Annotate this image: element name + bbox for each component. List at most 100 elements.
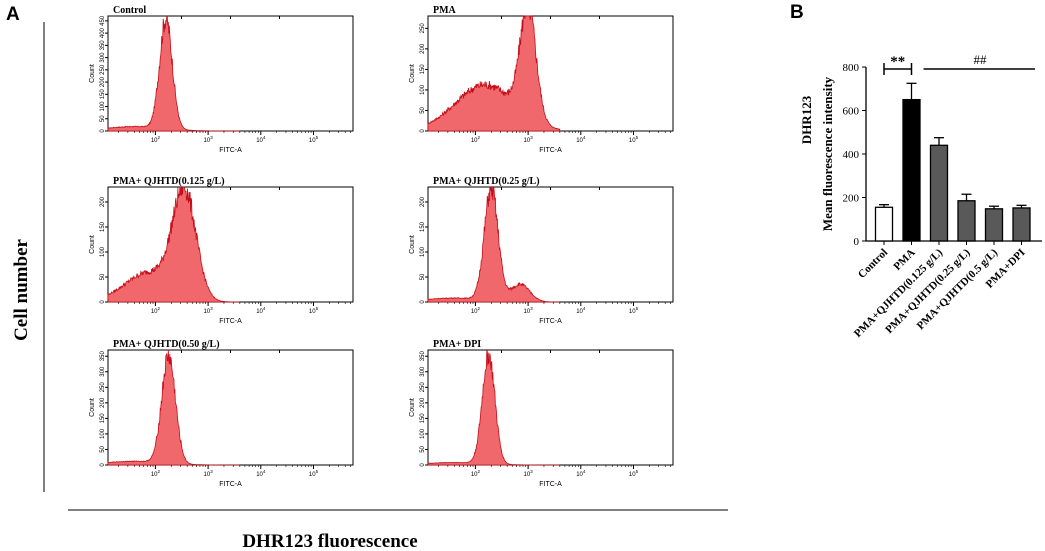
y-tick-label: 250 (420, 23, 426, 34)
y-tick-label: 100 (100, 428, 106, 439)
y-tick-label: 200 (420, 196, 426, 207)
y-tick-label: 100 (420, 246, 426, 257)
bar (902, 98, 921, 242)
histogram-title: Control (113, 5, 146, 16)
x-tick-label: 104 (576, 469, 586, 478)
y-tick-label: 100 (100, 246, 106, 257)
y-tick-label: 350 (100, 351, 106, 362)
y-tick-label: 100 (420, 84, 426, 95)
bar (984, 208, 1004, 242)
panel-label-a: A (6, 4, 20, 25)
x-tick-label: 105 (629, 469, 639, 478)
histogram-title: PMA+ QJHTD(0.50 g/L) (113, 339, 220, 350)
histogram-curve (427, 15, 561, 132)
bar-y-tick-label: 400 (843, 149, 860, 161)
x-tick-label: 105 (309, 135, 319, 144)
bar-y-tick-label: 800 (843, 62, 860, 74)
x-tick-label: 102 (471, 135, 481, 144)
y-tick-label: 150 (420, 221, 426, 232)
y-tick-label: 150 (100, 221, 106, 232)
y-tick-label: 200 (100, 196, 106, 207)
y-tick-label: 100 (420, 428, 426, 439)
y-tick-label: 250 (100, 64, 106, 75)
histogram-panel: PMA+ QJHTD(0.25 g/L) 0 50 100 150 200 Count 102… (409, 176, 674, 325)
y-tick-label: 300 (100, 52, 106, 63)
x-tick-label: 102 (151, 469, 161, 478)
x-tick-label: 104 (256, 135, 266, 144)
x-tick-label: 102 (151, 135, 161, 144)
histogram-y-label: Count (89, 398, 96, 417)
x-tick-label: 102 (471, 469, 481, 478)
y-tick-label: 200 (100, 397, 106, 408)
bar-y-tick-label: 0 (854, 236, 860, 248)
y-tick-label: 200 (420, 43, 426, 54)
histogram-frame (427, 349, 674, 466)
x-tick-label: 105 (629, 135, 639, 144)
x-tick-label: 103 (204, 135, 214, 144)
histogram-curve (427, 349, 560, 466)
bar (957, 200, 976, 242)
y-tick-label: 200 (100, 76, 106, 87)
y-tick-label: 250 (100, 382, 106, 393)
y-tick-label: 50 (420, 273, 426, 280)
x-tick-label: 102 (151, 306, 161, 315)
histogram-x-label: FITC-A (539, 318, 562, 325)
y-tick-label: 400 (100, 27, 106, 38)
y-tick-label: 0 (100, 300, 106, 304)
histogram-panel: PMA+ QJHTD(0.50 g/L) 0 50 100 150 200 250 300 35… (89, 339, 354, 488)
x-tick-label: 105 (309, 469, 319, 478)
histogram-x-label: FITC-A (219, 147, 242, 154)
y-tick-label: 0 (420, 463, 426, 467)
bar (1012, 207, 1031, 242)
histogram-curve (107, 349, 240, 466)
y-tick-label: 450 (100, 15, 106, 26)
histogram-panel: PMA+ QJHTD(0.125 g/L) 0 50 100 150 200 Count 10… (89, 176, 354, 325)
y-tick-label: 0 (100, 129, 106, 133)
histogram-x-label: FITC-A (219, 481, 242, 488)
histogram-x-label: FITC-A (539, 481, 562, 488)
significance-marker-hash: ## (974, 52, 988, 67)
y-tick-label: 250 (420, 382, 426, 393)
histogram-y-label: Count (89, 64, 96, 83)
histogram-curve (107, 186, 240, 303)
x-tick-label: 103 (524, 135, 534, 144)
x-tick-label: 103 (524, 306, 534, 315)
histogram-curve (427, 185, 560, 303)
histogram-x-label: FITC-A (539, 147, 562, 154)
x-tick-label: 104 (576, 306, 586, 315)
histogram-frame (107, 15, 354, 132)
histogram-frame (427, 186, 674, 303)
y-tick-label: 0 (100, 463, 106, 467)
histogram-frame (107, 349, 354, 466)
x-tick-label: 103 (204, 306, 214, 315)
y-axis-label-cell-number: Cell number (11, 239, 32, 341)
x-tick-label: 104 (576, 135, 586, 144)
histogram-grid: Control050100150200250300350400450Count1… (89, 5, 674, 488)
x-tick-label: 104 (256, 469, 266, 478)
y-tick-label: 50 (420, 445, 426, 452)
x-tick-label: 105 (309, 306, 319, 315)
x-tick-label: 103 (524, 469, 534, 478)
bar-y-label: Mean fluorescence intensity (820, 76, 835, 231)
bar-chart-title: DHR123 (799, 95, 814, 144)
bar-category-label: Control (856, 247, 890, 281)
panel-label-b: B (790, 2, 804, 23)
histogram-x-label: FITC-A (219, 318, 242, 325)
bar (929, 144, 949, 242)
y-tick-label: 0 (420, 300, 426, 304)
histogram-y-label: Count (89, 235, 96, 254)
bar-chart-panel: 0 200 400 600 800 DHR123 Mean fluorescence int… (799, 52, 1042, 340)
x-tick-label: 103 (204, 469, 214, 478)
y-tick-label: 0 (420, 129, 426, 133)
y-tick-label: 150 (420, 413, 426, 424)
y-tick-label: 350 (100, 40, 106, 51)
y-tick-label: 50 (100, 273, 106, 280)
x-tick-label: 104 (256, 306, 266, 315)
y-tick-label: 300 (420, 366, 426, 377)
x-tick-label: 105 (629, 306, 639, 315)
x-axis-label-fluorescence: DHR123 fluorescence (242, 531, 417, 551)
histogram-y-label: Count (409, 64, 416, 83)
y-tick-label: 50 (420, 106, 426, 113)
